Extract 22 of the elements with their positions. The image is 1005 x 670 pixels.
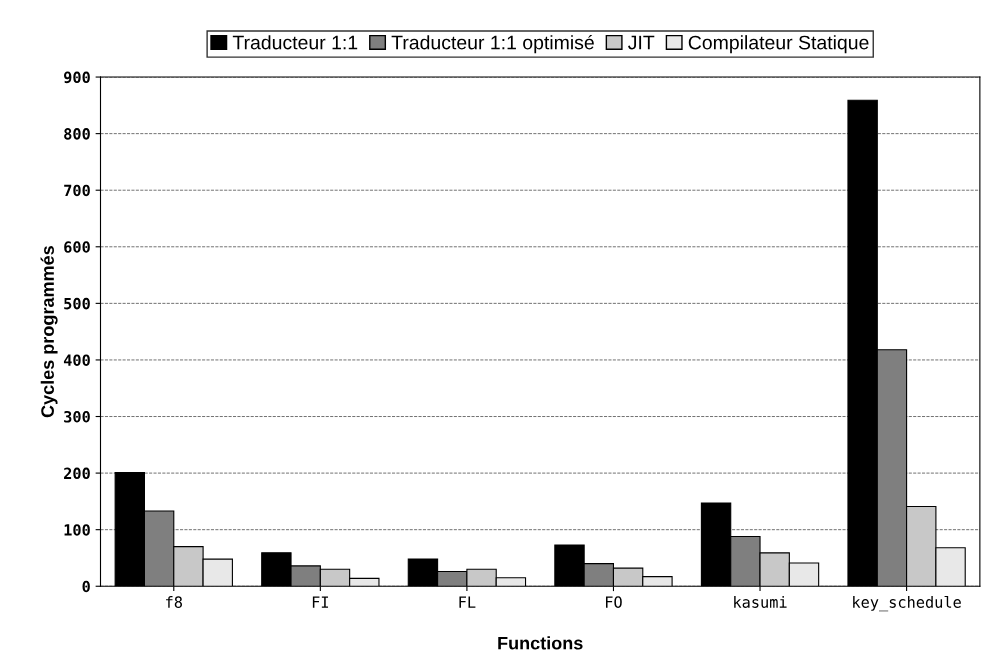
y-tick-label: 300 [64,410,90,423]
y-tick-label: 100 [64,524,90,536]
legend-label: Compilateur Statique [688,35,869,54]
x-tick-label: FL [459,596,476,608]
x-tick-label: FO [606,596,622,608]
y-tick-label: 800 [64,128,90,140]
y-tick-label: 500 [64,297,90,310]
y-tick-label: 400 [63,354,90,366]
y-tick-label: 600 [64,241,90,253]
y-tick-label: 900 [64,71,90,84]
x-tick-label: kasumi [734,596,787,608]
x-axis-title: Functions [498,636,583,650]
y-axis-title: Cycles programmés [40,246,58,418]
y-tick-label: 700 [64,184,90,197]
legend-label: JIT [628,35,655,50]
y-tick-label: 0 [82,580,90,593]
y-tick-label: 200 [64,467,90,480]
x-tick-label: key_schedule [853,595,961,612]
x-tick-label: f8 [166,596,182,608]
legend-label: Traducteur 1:1 optimisé [391,34,594,54]
legend-label: Traducteur 1:1 [232,35,358,50]
x-tick-label: FI [312,596,329,608]
